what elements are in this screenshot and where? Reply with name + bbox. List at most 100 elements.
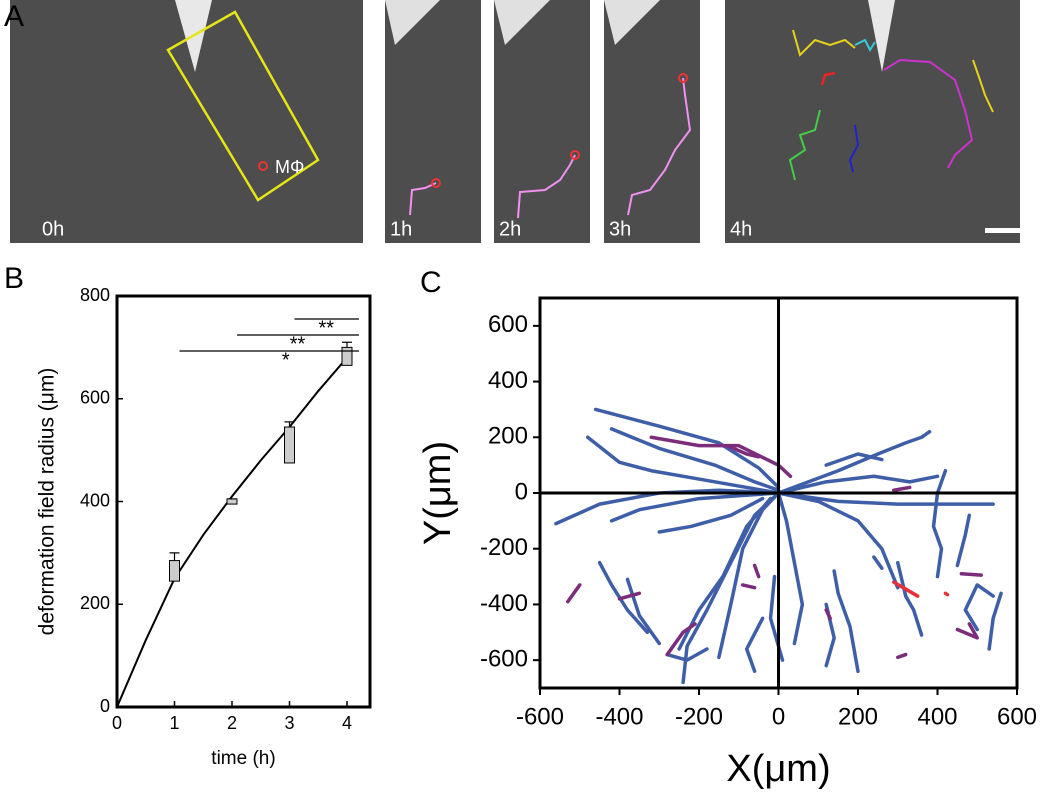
y-tick-label: 0: [515, 478, 528, 505]
significance-label: **: [318, 317, 334, 339]
y-tick-label: 400: [80, 490, 110, 510]
trajectory: [955, 513, 972, 568]
x-tick-label: -600: [516, 703, 564, 730]
cell-track: [883, 58, 974, 169]
trajectory: [657, 496, 765, 534]
trajectory: [752, 563, 761, 579]
trajectory: [896, 652, 908, 660]
image-frame: [604, 0, 700, 243]
trajectory: [725, 443, 761, 459]
trajectory: [931, 468, 948, 579]
cell-track: [854, 38, 876, 53]
trajectory: [903, 594, 924, 637]
x-tick-label: 0: [772, 703, 785, 730]
x-tick-label: 2: [227, 713, 237, 733]
trajectory: [987, 591, 1003, 651]
pipette: [494, 0, 550, 45]
cell-track: [972, 59, 994, 113]
trajectory: [832, 569, 860, 674]
image-frame: [385, 0, 481, 243]
x-tick-label: 200: [838, 703, 878, 730]
cell-marker: [258, 161, 268, 171]
trajectory: [625, 577, 661, 646]
trajectory: [768, 574, 785, 662]
box: [341, 346, 353, 366]
trajectory: [943, 591, 950, 597]
trajectory: [776, 491, 805, 646]
box: [226, 498, 238, 505]
x-tick-label: -200: [675, 703, 723, 730]
y-axis-label: deformation field radius (μm): [36, 368, 59, 636]
panel-label: A: [4, 0, 24, 33]
y-tick-label: 400: [488, 367, 528, 394]
cell-marker: [678, 73, 688, 83]
y-tick-label: 200: [80, 593, 110, 613]
trajectory: [776, 474, 940, 495]
y-tick-label: 800: [80, 285, 110, 305]
image-frame: [725, 0, 1020, 243]
cell-track: [848, 124, 860, 173]
x-tick-label: 0: [112, 713, 122, 733]
y-tick-label: 600: [80, 388, 110, 408]
cell-track: [517, 154, 576, 219]
x-tick-label: -400: [595, 703, 643, 730]
trajectory: [776, 491, 995, 506]
trajectory: [959, 572, 983, 577]
image-frame: [494, 0, 590, 243]
trajectory: [566, 583, 582, 604]
box: [284, 426, 295, 464]
cell-marker: [570, 150, 580, 160]
y-tick-label: -200: [480, 534, 528, 561]
trajectory: [609, 491, 781, 523]
trajectory: [824, 608, 832, 621]
cell-track: [627, 77, 692, 216]
trajectory: [892, 580, 920, 598]
x-axis-label: X(μm): [726, 748, 830, 790]
y-axis-label: Y(μm): [417, 441, 459, 545]
trajectory: [776, 429, 932, 495]
trajectory: [593, 407, 781, 490]
trajectory: [896, 560, 908, 598]
y-tick-label: 600: [488, 311, 528, 338]
x-axis-label: time (h): [211, 748, 275, 769]
cell-track: [788, 109, 821, 181]
trajectory: [665, 622, 697, 657]
pipette: [604, 0, 660, 45]
cell-track: [409, 182, 437, 216]
significance-label: **: [290, 333, 306, 355]
cell-marker: [431, 178, 441, 188]
trajectory: [585, 435, 781, 495]
pipette: [868, 0, 895, 72]
x-tick-label: 4: [342, 713, 352, 733]
trajectory: [963, 583, 995, 632]
pipette: [385, 0, 440, 45]
trajectory: [955, 622, 979, 640]
time-label: 2h: [499, 218, 521, 240]
x-tick-label: 3: [284, 713, 294, 733]
trajectory: [677, 496, 773, 651]
roi-box: [166, 10, 320, 202]
time-label: 0h: [42, 218, 64, 240]
trajectory: [776, 491, 900, 590]
y-tick-label: -600: [480, 645, 528, 672]
cell-track: [792, 29, 856, 57]
trajectory: [617, 591, 642, 601]
time-label: 1h: [390, 218, 412, 240]
trajectory: [649, 435, 793, 479]
cell-label: MΦ: [275, 157, 304, 177]
y-tick-label: 200: [488, 423, 528, 450]
plot-frame: [115, 294, 372, 709]
panel-label: C: [420, 266, 442, 299]
box: [169, 560, 180, 582]
trajectory: [824, 452, 884, 467]
trajectory: [872, 555, 884, 570]
microscopy-panel: MΦ 0h 1h 2h 3h 4h: [10, 0, 1025, 243]
scale-bar: [985, 228, 1025, 233]
trajectory: [665, 647, 709, 662]
fit-curve: [116, 356, 348, 708]
y-tick-label: -400: [480, 590, 528, 617]
x-tick-label: 400: [917, 703, 957, 730]
panel-label: B: [4, 262, 24, 295]
x-tick-label: 1: [169, 713, 179, 733]
